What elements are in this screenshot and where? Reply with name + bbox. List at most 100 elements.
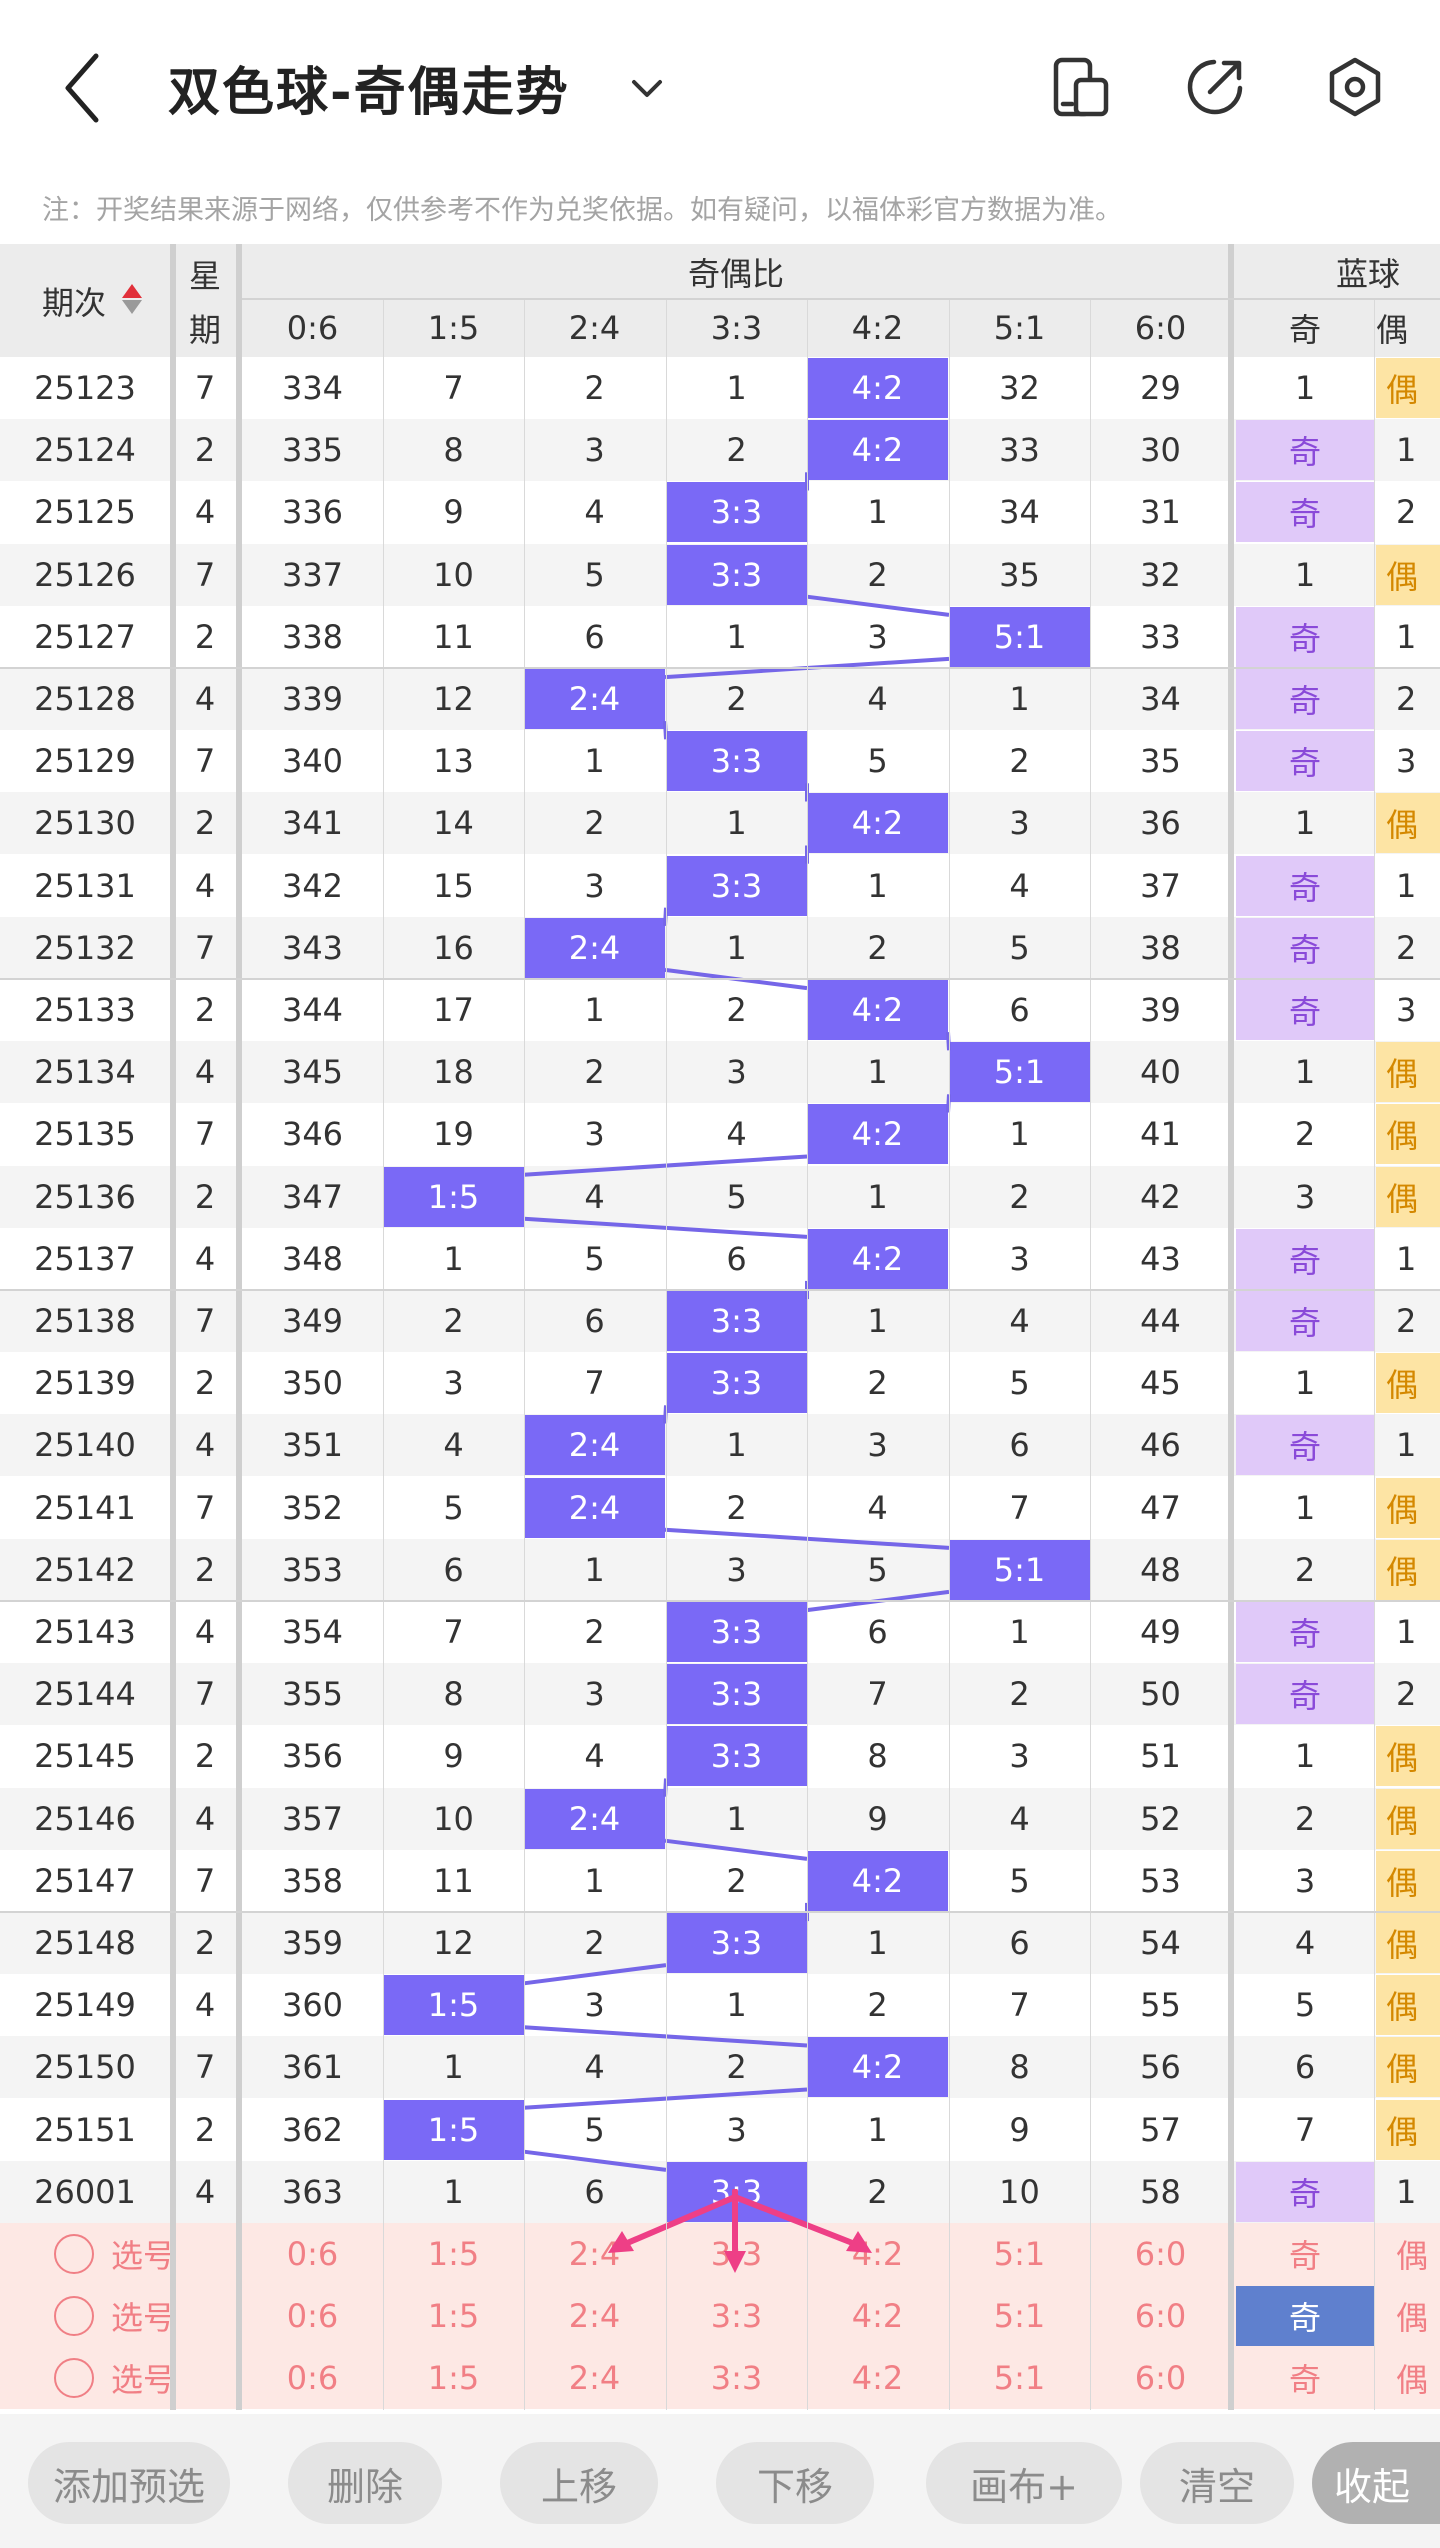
move-up-button[interactable]: 上移 (500, 2442, 658, 2524)
back-icon[interactable] (52, 48, 122, 128)
blue-odd-hit: 奇 (1236, 1664, 1374, 1725)
omit-cell: 11 (433, 1861, 474, 1900)
pick-ratio-option[interactable]: 0:6 (286, 2297, 339, 2336)
hit-cell: 2:4 (524, 669, 665, 729)
pick-ratio-option[interactable]: 3:3 (710, 2297, 763, 2336)
move-down-button[interactable]: 下移 (716, 2442, 874, 2524)
pick-ratio-option[interactable]: 6:0 (1134, 2297, 1187, 2336)
trend-table[interactable]: 期次 星 期 奇偶比 蓝球 0:6 1:5 2:4 3:3 4:2 5:1 6:0 奇偶 25… (0, 244, 1440, 2414)
grid-divider (807, 300, 808, 2410)
pick-label[interactable]: 选号 (110, 2361, 175, 2400)
hit-cell: 1:5 (383, 1166, 524, 1227)
omit-cell: 19 (433, 1115, 474, 1154)
pick-ratio-option[interactable]: 2:4 (568, 2235, 621, 2273)
pick-blue-odd[interactable]: 奇 (1288, 2361, 1321, 2400)
pick-ratio-option[interactable]: 5:1 (993, 2235, 1046, 2273)
omit-cell: 5 (584, 2110, 605, 2149)
omit-cell: 4 (726, 1115, 747, 1154)
omit-cell: 2 (726, 991, 747, 1029)
pick-ratio-option[interactable]: 2:4 (568, 2359, 621, 2398)
pick-ratio-option[interactable]: 5:1 (993, 2359, 1046, 2398)
layout-icon[interactable] (1046, 52, 1116, 122)
clear-button[interactable]: 清空 (1140, 2442, 1294, 2524)
omit-cell: 3 (1009, 804, 1030, 843)
footer-toolbar: 添加预选 删除 上移 下移 画布+ 清空 收起 (0, 2414, 1440, 2548)
blue-odd-hit: 奇 (1236, 980, 1374, 1040)
pick-ratio-option[interactable]: 6:0 (1134, 2359, 1187, 2398)
pick-label[interactable]: 选号 (110, 2299, 175, 2338)
hit-cell: 4:2 (807, 1228, 948, 1289)
pick-ratio-option[interactable]: 1:5 (427, 2235, 480, 2273)
omit-cell: 355 (281, 1675, 344, 1714)
hit-cell: 3:3 (666, 855, 807, 916)
pick-ratio-option[interactable]: 4:2 (851, 2359, 904, 2398)
weekday-cell: 2 (194, 617, 216, 656)
pick-ratio-option[interactable]: 0:6 (286, 2235, 339, 2273)
pick-ratio-option[interactable]: 0:6 (286, 2359, 339, 2398)
blue-even-cell: 1 (1396, 1613, 1417, 1651)
chevron-down-icon[interactable] (622, 64, 672, 114)
omit-cell: 14 (433, 804, 474, 843)
omit-cell: 2 (584, 1613, 605, 1651)
blue-odd-hit: 奇 (1236, 1291, 1374, 1351)
omit-cell: 1 (726, 1426, 747, 1465)
weekday-cell: 4 (194, 866, 216, 905)
row-group-divider (0, 978, 1440, 980)
pick-ratio-option[interactable]: 4:2 (851, 2235, 904, 2273)
ratio-col-header: 3:3 (710, 309, 763, 347)
period-header[interactable]: 期次 (0, 244, 170, 357)
omit-cell: 1 (726, 928, 747, 967)
period-cell: 25136 (34, 1177, 136, 1216)
omit-cell: 6 (1009, 1426, 1030, 1465)
period-cell: 25133 (34, 991, 136, 1029)
pick-blue-even[interactable]: 偶 (1396, 2361, 1429, 2400)
share-icon[interactable] (1180, 52, 1250, 122)
pick-ratio-option[interactable]: 5:1 (993, 2297, 1046, 2336)
omit-cell: 54 (1140, 1924, 1181, 1962)
hit-cell: 3:3 (666, 1602, 807, 1662)
row-group-divider (0, 1289, 1440, 1291)
omit-cell: 2 (584, 1924, 605, 1962)
omit-cell: 8 (867, 1737, 888, 1776)
add-preselect-button[interactable]: 添加预选 (28, 2442, 230, 2524)
omit-cell: 41 (1140, 1115, 1181, 1154)
pick-blue-even[interactable]: 偶 (1396, 2299, 1429, 2338)
pick-ratio-option[interactable]: 4:2 (851, 2297, 904, 2336)
sort-icon[interactable] (122, 284, 142, 314)
pick-blue-even[interactable]: 偶 (1396, 2237, 1429, 2275)
weekday-cell: 7 (194, 555, 216, 594)
omit-cell: 1 (726, 369, 747, 407)
omit-cell: 7 (443, 369, 464, 407)
omit-cell: 4 (443, 1426, 464, 1465)
collapse-button[interactable]: 收起 (1312, 2442, 1440, 2524)
blue-odd-cell: 2 (1294, 1799, 1316, 1838)
blue-odd-cell: 1 (1294, 1488, 1316, 1527)
omit-cell: 358 (281, 1861, 344, 1900)
omit-cell: 34 (1140, 680, 1181, 718)
settings-icon[interactable] (1320, 52, 1390, 122)
pick-ratio-option[interactable]: 3:3 (710, 2359, 763, 2398)
weekday-cell: 4 (194, 1053, 216, 1092)
page-title[interactable]: 双色球-奇偶走势 (168, 63, 570, 123)
pick-ratio-option[interactable]: 3:3 (710, 2235, 763, 2273)
blue-even-hit: 偶 (1376, 1788, 1440, 1849)
weekday-header-top: 星 (188, 257, 221, 295)
period-cell: 25150 (34, 2048, 136, 2087)
radio-icon[interactable] (54, 2358, 94, 2399)
pick-ratio-option[interactable]: 2:4 (568, 2297, 621, 2336)
period-cell: 25124 (34, 431, 136, 470)
radio-icon[interactable] (54, 2296, 94, 2337)
pick-label[interactable]: 选号 (110, 2237, 175, 2275)
pick-blue-odd[interactable]: 奇 (1288, 2237, 1321, 2275)
pick-ratio-option[interactable]: 1:5 (427, 2297, 480, 2336)
radio-icon[interactable] (54, 2234, 94, 2274)
omit-cell: 336 (281, 493, 344, 532)
pick-blue-odd[interactable]: 奇 (1236, 2286, 1374, 2347)
omit-cell: 1 (584, 742, 605, 781)
delete-button[interactable]: 删除 (288, 2442, 442, 2524)
omit-cell: 2 (867, 928, 888, 967)
pick-ratio-option[interactable]: 1:5 (427, 2359, 480, 2398)
hit-cell: 2:4 (524, 1415, 665, 1476)
canvas-plus-button[interactable]: 画布+ (926, 2442, 1122, 2524)
pick-ratio-option[interactable]: 6:0 (1134, 2235, 1187, 2273)
